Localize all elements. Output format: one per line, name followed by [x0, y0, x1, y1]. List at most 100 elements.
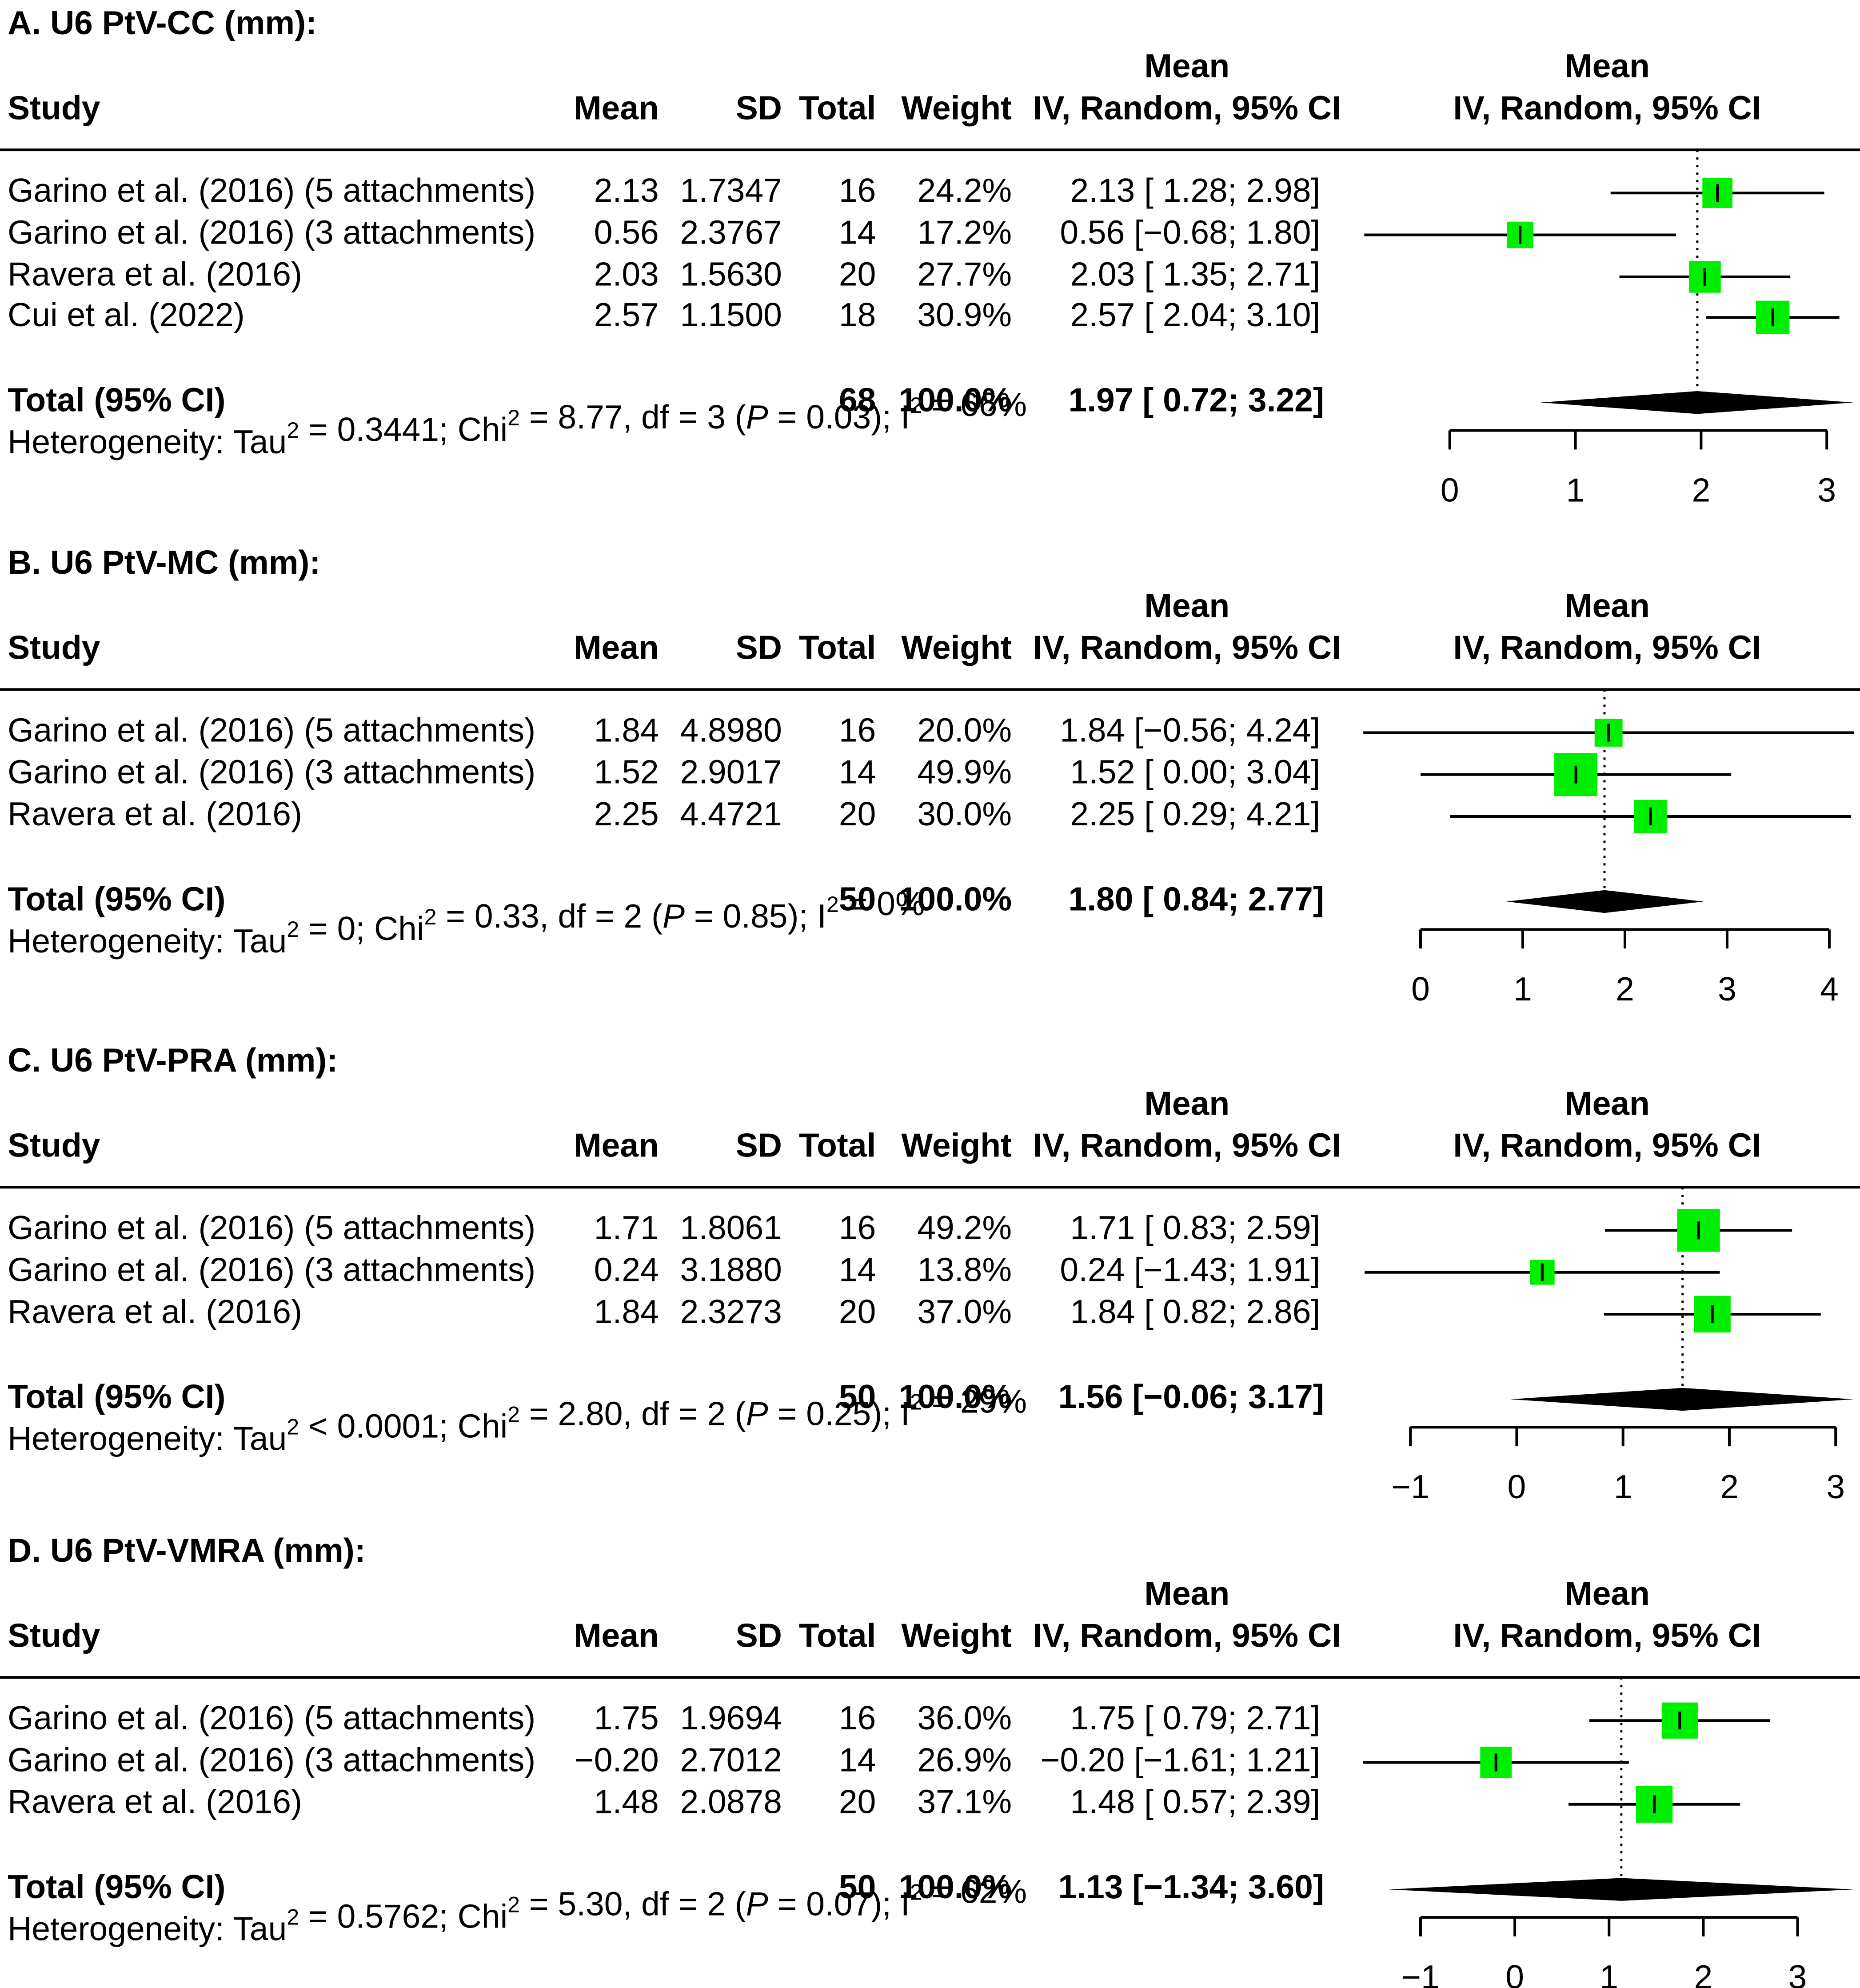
study-weight: 27.7%: [917, 256, 1012, 293]
total-weight: 100.0%: [899, 1378, 1012, 1415]
study-sd: 2.9017: [680, 753, 782, 791]
heterogeneity-text: Heterogeneity: Tau2 = 0.5762; Chi2 = 5.3…: [8, 1872, 1027, 1947]
total-ci: 1.80 [ 0.84; 2.77]: [1068, 880, 1324, 917]
total-n: 50: [839, 880, 876, 917]
header-plot-top: Mean: [1565, 47, 1650, 84]
x-axis: 0 1 2 3: [1441, 429, 1836, 508]
study-weight: 20.0%: [917, 711, 1012, 748]
heterogeneity-text: Heterogeneity: Tau2 = 0.3441; Chi2 = 8.7…: [8, 386, 1027, 460]
study-sd: 1.9694: [680, 1699, 782, 1736]
header-weight: Weight: [901, 629, 1012, 666]
x-tick-label: 2: [1720, 1468, 1739, 1505]
study-ci: 1.48 [ 0.57; 2.39]: [1070, 1783, 1320, 1820]
study-total: 18: [839, 296, 876, 333]
header-plot-top: Mean: [1565, 587, 1650, 624]
study-weight: 30.0%: [917, 795, 1012, 832]
study-sd: 1.7347: [680, 172, 782, 209]
study-weight: 26.9%: [917, 1741, 1012, 1778]
x-tick-label: 2: [1692, 471, 1711, 508]
header-sd: SD: [736, 629, 782, 666]
study-name: Garino et al. (2016) (5 attachments): [8, 1209, 535, 1246]
study-name: Ravera et al. (2016): [8, 795, 302, 832]
total-ci: 1.56 [−0.06; 3.17]: [1058, 1378, 1324, 1415]
study-ci: 2.57 [ 2.04; 3.10]: [1070, 296, 1320, 333]
study-name: Garino et al. (2016) (3 attachments): [8, 1741, 535, 1778]
study-total: 20: [839, 1783, 876, 1820]
total-weight: 100.0%: [899, 880, 1012, 917]
header-study: Study: [8, 629, 100, 666]
pooled-diamond: [1388, 1878, 1854, 1901]
study-total: 20: [839, 256, 876, 293]
header-plot-bottom: IV, Random, 95% CI: [1453, 1127, 1761, 1164]
study-weight: 24.2%: [917, 172, 1012, 209]
x-axis: 0 1 2 3 4: [1411, 928, 1839, 1008]
study-ci: 1.84 [ 0.82; 2.86]: [1070, 1293, 1320, 1330]
study-weight: 36.0%: [917, 1699, 1012, 1736]
study-weight: 37.0%: [917, 1293, 1012, 1330]
header-weight: Weight: [901, 1616, 1012, 1654]
study-mean: 1.52: [594, 753, 659, 791]
study-total: 16: [839, 172, 876, 209]
study-sd: 3.1880: [680, 1251, 782, 1288]
total-label: Total (95% CI): [8, 1868, 225, 1905]
total-label: Total (95% CI): [8, 880, 225, 917]
forest-panel: B. U6 PtV-MC (mm): Study Mean SD Total Weight…: [0, 544, 1860, 1008]
study-total: 16: [839, 1209, 876, 1246]
header-plot-bottom: IV, Random, 95% CI: [1453, 629, 1761, 666]
x-tick-label: 2: [1694, 1958, 1713, 1988]
x-tick-label: 1: [1600, 1958, 1618, 1988]
study-mean: 2.13: [594, 172, 659, 209]
study-total: 20: [839, 795, 876, 832]
header-total: Total: [799, 1616, 876, 1654]
study-ci: 0.56 [−0.68; 1.80]: [1060, 213, 1320, 251]
panel-title: B. U6 PtV-MC (mm):: [8, 544, 320, 581]
total-weight: 100.0%: [899, 1868, 1012, 1905]
x-tick-label: −1: [1401, 1958, 1440, 1988]
study-total: 14: [839, 1741, 876, 1778]
study-mean: 2.03: [594, 256, 659, 293]
x-tick-label: 1: [1566, 471, 1585, 508]
total-n: 50: [839, 1378, 876, 1415]
study-name: Garino et al. (2016) (3 attachments): [8, 753, 535, 791]
header-ci-top: Mean: [1144, 1084, 1229, 1122]
study-name: Ravera et al. (2016): [8, 256, 302, 293]
header-ci-bottom: IV, Random, 95% CI: [1033, 1616, 1341, 1654]
study-total: 20: [839, 1293, 876, 1330]
forest-panel: C. U6 PtV-PRA (mm): Study Mean SD Total Weigh…: [0, 1041, 1860, 1505]
study-mean: 0.56: [594, 213, 659, 251]
total-ci: 1.97 [ 0.72; 3.22]: [1068, 381, 1324, 418]
study-ci: 0.24 [−1.43; 1.91]: [1060, 1251, 1320, 1288]
x-axis: −1 0 1 2 3: [1391, 1426, 1845, 1505]
study-mean: 1.75: [594, 1699, 659, 1736]
header-plot-top: Mean: [1565, 1575, 1650, 1612]
header-ci-top: Mean: [1144, 587, 1229, 624]
study-mean: 1.71: [594, 1209, 659, 1246]
study-sd: 2.0878: [680, 1783, 782, 1820]
x-tick-label: 0: [1505, 1958, 1524, 1988]
header-ci-bottom: IV, Random, 95% CI: [1033, 89, 1341, 126]
study-sd: 2.3273: [680, 1293, 782, 1330]
study-ci: 2.25 [ 0.29; 4.21]: [1070, 795, 1320, 832]
study-ci: 1.84 [−0.56; 4.24]: [1060, 711, 1320, 748]
panel-title: C. U6 PtV-PRA (mm):: [8, 1041, 338, 1079]
study-weight: 13.8%: [917, 1251, 1012, 1288]
study-mean: 1.84: [594, 1293, 659, 1330]
header-total: Total: [799, 1127, 876, 1164]
heterogeneity-text: Heterogeneity: Tau2 < 0.0001; Chi2 = 2.8…: [8, 1383, 1027, 1457]
header-ci-bottom: IV, Random, 95% CI: [1033, 1127, 1341, 1164]
header-plot-top: Mean: [1565, 1084, 1650, 1122]
study-sd: 1.1500: [680, 296, 782, 333]
study-ci: 1.52 [ 0.00; 3.04]: [1070, 753, 1320, 791]
header-study: Study: [8, 1127, 100, 1164]
study-mean: 1.84: [594, 711, 659, 748]
study-sd: 1.5630: [680, 256, 782, 293]
study-name: Garino et al. (2016) (3 attachments): [8, 1251, 535, 1288]
x-tick-label: 2: [1616, 970, 1634, 1008]
study-mean: −0.20: [575, 1741, 659, 1778]
forest-panel: D. U6 PtV-VMRA (mm): Study Mean SD Total Weig…: [0, 1532, 1860, 1988]
study-total: 16: [839, 1699, 876, 1736]
x-tick-label: 3: [1788, 1958, 1807, 1988]
study-weight: 49.2%: [917, 1209, 1012, 1246]
panel-title: D. U6 PtV-VMRA (mm):: [8, 1532, 366, 1569]
header-total: Total: [799, 89, 876, 126]
